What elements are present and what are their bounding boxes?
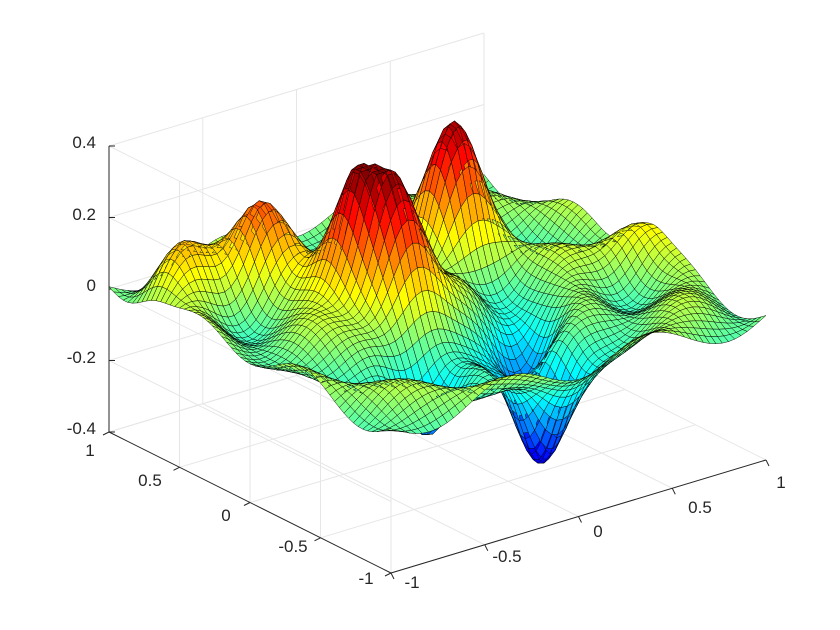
back-wall-grid-line (108, 104, 485, 218)
y-tick-mark (173, 466, 180, 471)
y-tick-label: 1 (85, 441, 94, 460)
y-tick-mark (102, 431, 110, 436)
surface-layer (108, 120, 767, 464)
x-tick-mark (390, 572, 395, 580)
x-tick-label: -0.5 (492, 547, 521, 566)
tick-labels: -0.4 -0.2 0 0.2 0.4 -1 -0.5 0 0.5 1 -1 -… (67, 133, 786, 592)
z-tick-label: -0.2 (67, 348, 96, 367)
x-tick-mark (484, 544, 489, 552)
z-tick-label: 0 (87, 276, 96, 295)
y-tick-label: 0 (221, 506, 230, 525)
x-tick-label: 1 (776, 473, 785, 492)
x-tick-mark (578, 516, 582, 523)
y-tick-label: 0.5 (138, 471, 162, 490)
y-tick-mark (314, 537, 321, 542)
floor-grid-line (320, 424, 696, 539)
x-tick-mark (765, 459, 770, 467)
side-wall-grid-line (108, 360, 392, 502)
back-wall-grid-line (108, 32, 485, 147)
z-tick-label: 0.4 (72, 133, 96, 152)
x-tick-label: -1 (404, 573, 419, 592)
x-tick-label: 0.5 (688, 498, 712, 517)
z-tick-label: -0.4 (67, 419, 96, 438)
y-tick-label: -0.5 (278, 537, 307, 556)
axes-layer (102, 145, 770, 580)
y-tick-label: -1 (358, 569, 373, 588)
y-tick-mark (384, 572, 392, 577)
x-tick-mark (671, 488, 676, 495)
y-tick-mark (243, 502, 251, 506)
x-tick-label: 0 (593, 522, 602, 541)
surface-patch (754, 315, 767, 322)
z-tick-label: 0.2 (72, 205, 96, 224)
